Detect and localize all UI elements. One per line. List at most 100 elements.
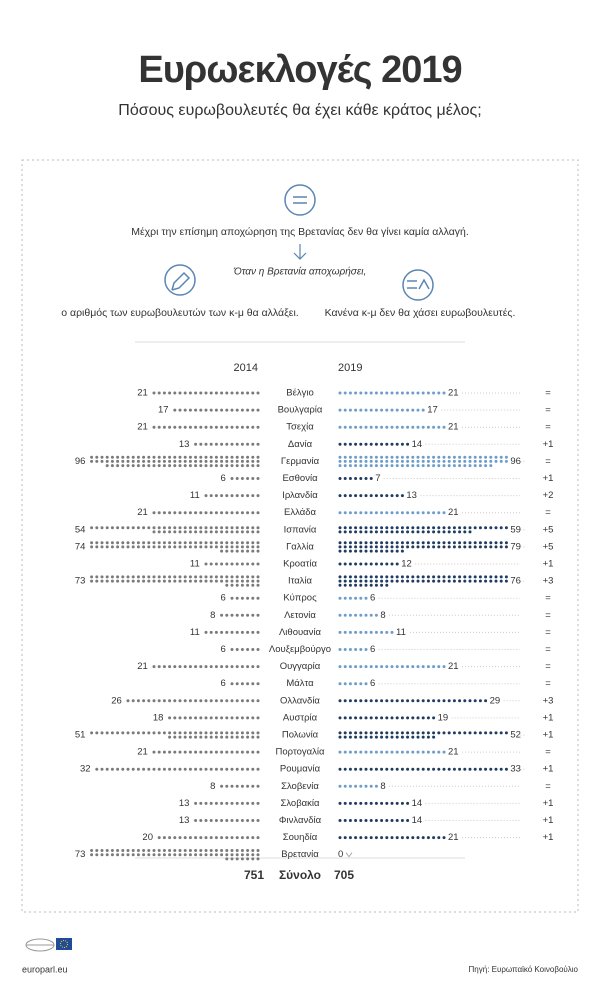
dot bbox=[90, 459, 94, 463]
dot bbox=[142, 699, 146, 703]
dot bbox=[442, 836, 446, 840]
dot bbox=[162, 699, 166, 703]
dot bbox=[251, 699, 255, 703]
dot bbox=[354, 511, 358, 515]
dot bbox=[426, 699, 430, 703]
dot bbox=[142, 464, 146, 468]
dot bbox=[199, 408, 203, 412]
dot bbox=[225, 526, 229, 530]
dot bbox=[343, 784, 347, 788]
dot bbox=[225, 425, 229, 429]
dot bbox=[147, 545, 151, 549]
dot bbox=[183, 541, 187, 545]
dot bbox=[126, 853, 130, 857]
dot bbox=[385, 716, 389, 720]
dot bbox=[256, 459, 260, 463]
dot bbox=[235, 613, 239, 617]
dot bbox=[395, 716, 399, 720]
dot bbox=[157, 455, 161, 459]
value-label: 11 bbox=[190, 490, 200, 501]
dot bbox=[256, 530, 260, 534]
dot bbox=[442, 530, 446, 534]
dot bbox=[246, 391, 250, 395]
dot bbox=[390, 836, 394, 840]
dot bbox=[214, 575, 218, 579]
dots-2019 bbox=[338, 511, 446, 515]
dot bbox=[338, 526, 342, 530]
dot bbox=[183, 836, 187, 840]
dot bbox=[343, 648, 347, 651]
dot bbox=[209, 849, 213, 852]
icon-pencil bbox=[164, 264, 196, 296]
dot bbox=[220, 455, 224, 459]
dot bbox=[246, 549, 250, 553]
dot bbox=[240, 530, 244, 534]
dot bbox=[173, 425, 177, 429]
dot bbox=[256, 583, 260, 587]
dot bbox=[468, 541, 472, 545]
dot bbox=[246, 801, 250, 805]
dot bbox=[364, 716, 368, 720]
dot bbox=[256, 455, 260, 459]
dot bbox=[364, 801, 368, 805]
value-label: 8 bbox=[210, 610, 215, 621]
dot bbox=[348, 784, 352, 788]
change-label: = bbox=[545, 610, 551, 621]
dot bbox=[256, 731, 260, 735]
dot bbox=[251, 716, 255, 720]
dots-2019 bbox=[338, 716, 436, 720]
dot bbox=[157, 579, 161, 583]
dot bbox=[437, 530, 441, 534]
dot bbox=[468, 455, 472, 459]
dot bbox=[416, 767, 420, 771]
dot bbox=[168, 849, 172, 852]
dot bbox=[447, 575, 451, 579]
dot bbox=[199, 455, 203, 459]
dot bbox=[359, 442, 363, 446]
change-label: = bbox=[545, 405, 551, 416]
dot bbox=[359, 836, 363, 840]
dot bbox=[225, 583, 229, 587]
dot bbox=[463, 541, 467, 545]
dot bbox=[199, 511, 203, 515]
dot bbox=[110, 541, 114, 545]
value-label: 12 bbox=[401, 559, 412, 570]
dot bbox=[256, 477, 260, 480]
dot bbox=[230, 391, 234, 395]
dot bbox=[246, 630, 250, 634]
dot bbox=[348, 575, 352, 579]
dot bbox=[147, 767, 151, 771]
dot bbox=[411, 731, 415, 735]
country-label: Λετονία bbox=[284, 610, 316, 621]
dot bbox=[400, 750, 404, 754]
dot bbox=[100, 853, 104, 857]
country-label: Αυστρία bbox=[283, 712, 318, 723]
dot bbox=[168, 455, 172, 459]
dot bbox=[256, 464, 260, 468]
dot bbox=[463, 464, 467, 468]
dot bbox=[369, 716, 373, 720]
dot bbox=[256, 750, 260, 754]
dot bbox=[447, 545, 451, 549]
dot bbox=[188, 836, 192, 840]
dot bbox=[240, 836, 244, 840]
dot bbox=[152, 391, 156, 395]
dot bbox=[374, 750, 378, 754]
dot bbox=[380, 801, 384, 805]
dot bbox=[364, 530, 368, 534]
dot bbox=[157, 459, 161, 463]
dot bbox=[354, 784, 358, 788]
dot bbox=[348, 630, 352, 634]
dot bbox=[116, 545, 120, 549]
dot bbox=[230, 767, 234, 771]
country-label: Γερμανία bbox=[281, 456, 320, 467]
series-header: 2014 bbox=[234, 362, 258, 374]
country-label: Γαλλία bbox=[286, 541, 314, 552]
dot bbox=[183, 526, 187, 530]
dot bbox=[225, 511, 229, 515]
dot bbox=[390, 716, 394, 720]
dot bbox=[168, 575, 172, 579]
dot bbox=[432, 731, 436, 735]
dot bbox=[126, 849, 130, 852]
dot bbox=[442, 541, 446, 545]
